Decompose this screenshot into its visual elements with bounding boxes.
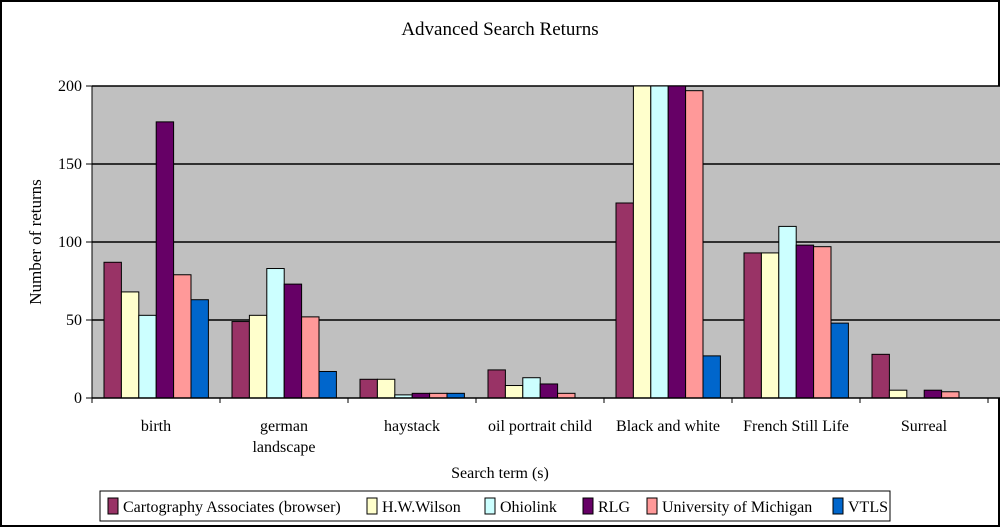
- bar: [248, 314, 268, 399]
- y-tick-label: 200: [58, 78, 82, 95]
- y-tick-label: 0: [74, 390, 82, 407]
- legend-label: Ohiolink: [500, 499, 557, 516]
- x-axis: birth german landscape haystack oil portrait…: [91, 397, 1000, 456]
- legend-swatch: [366, 497, 378, 515]
- x-tick-label: haystack: [384, 418, 440, 435]
- x-tick-label: oil portrait child: [488, 418, 592, 435]
- bar: [504, 385, 524, 399]
- bar: [632, 85, 652, 399]
- bar: [376, 378, 396, 399]
- bar: [138, 314, 157, 399]
- bar: [522, 377, 541, 399]
- y-axis: 0 50 100 150 200: [58, 78, 93, 407]
- x-tick-label: german: [260, 418, 308, 435]
- legend-label: VTLS: [848, 499, 888, 516]
- bar: [702, 355, 721, 399]
- legend-swatch: [484, 497, 496, 515]
- legend-swatch: [582, 497, 594, 515]
- bar: [685, 90, 704, 399]
- legend-label: RLG: [598, 499, 630, 516]
- legend-swatch: [646, 497, 658, 515]
- bar: [667, 85, 687, 399]
- legend-items: Cartography Associates (browser) H.W.Wils…: [107, 497, 888, 516]
- bar: [231, 321, 250, 399]
- bar: [190, 299, 209, 399]
- y-axis-label: Number of returns: [26, 179, 45, 305]
- bar: [487, 369, 506, 399]
- x-tick-label: French Still Life: [743, 418, 849, 435]
- x-tick-label: birth: [141, 418, 171, 435]
- bar: [615, 202, 634, 399]
- bar: [301, 316, 320, 399]
- legend-swatch: [107, 497, 119, 515]
- x-tick-label: landscape: [252, 439, 315, 456]
- bar: [539, 383, 559, 399]
- legend: [99, 490, 891, 522]
- bar: [266, 268, 285, 399]
- bar: [871, 353, 890, 399]
- chart-title: Advanced Search Returns: [401, 19, 598, 40]
- y-tick-label: 150: [58, 156, 82, 173]
- bar: [760, 252, 780, 399]
- y-tick-label: 50: [66, 312, 82, 329]
- bar: [155, 121, 175, 399]
- legend-swatch: [832, 497, 844, 515]
- bar: [813, 246, 832, 399]
- bar: [795, 244, 815, 399]
- x-tick-label: Surreal: [901, 418, 948, 435]
- x-tick-label: Black and white: [616, 418, 720, 435]
- bar: [359, 378, 378, 399]
- x-axis-label: Search term (s): [451, 465, 549, 482]
- legend-label: University of Michigan: [662, 499, 812, 516]
- y-tick-label: 100: [58, 234, 82, 251]
- bar: [283, 283, 303, 399]
- bar: [743, 252, 762, 399]
- bar: [173, 274, 192, 399]
- bar: [923, 389, 943, 399]
- legend-label: H.W.Wilson: [382, 499, 461, 516]
- bar: [830, 322, 849, 399]
- bar: [103, 261, 122, 399]
- bar: [941, 391, 960, 399]
- legend-label: Cartography Associates (browser): [123, 499, 341, 516]
- bar: [778, 225, 797, 399]
- bars-group: [103, 85, 960, 399]
- grid-lines: [92, 85, 1000, 321]
- bar: [888, 389, 908, 399]
- bar: [650, 85, 669, 399]
- bar: [120, 291, 140, 399]
- bar: [318, 370, 337, 399]
